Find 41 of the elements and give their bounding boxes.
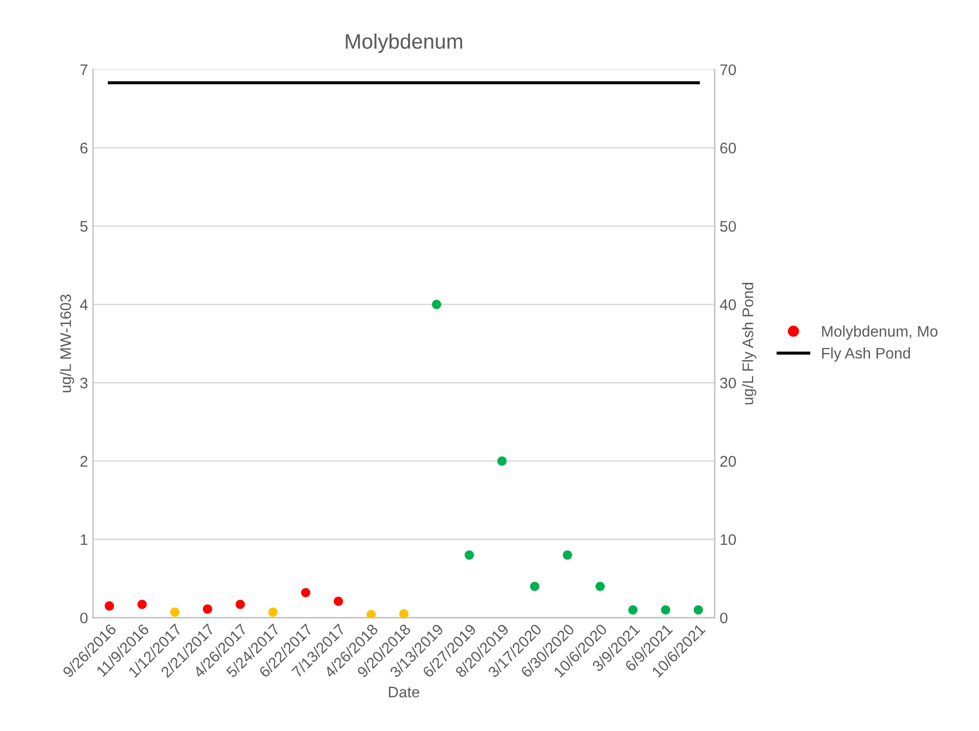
point: [170, 608, 180, 617]
point: [562, 550, 572, 560]
point: [595, 582, 605, 592]
point: [399, 609, 408, 618]
y-tick-label: 1: [80, 534, 88, 545]
y-tick-label: 3: [80, 378, 88, 388]
x-axis-title: Date: [388, 686, 420, 698]
y-tick-label: 4: [80, 299, 88, 310]
point: [301, 588, 310, 598]
point: [694, 605, 703, 615]
y2-axis-title: ug/L Fly Ash Pond: [742, 282, 756, 404]
y-tick-label: 6: [80, 142, 88, 154]
point: [432, 300, 442, 310]
point: [628, 605, 638, 615]
y2-tick-label: 30: [720, 378, 736, 388]
y2-tick-label: 50: [720, 220, 736, 232]
point: [464, 550, 474, 560]
y-tick-label: 2: [80, 456, 88, 467]
y-axis-title: ug/L MW-1603: [60, 294, 74, 392]
point: [236, 600, 245, 610]
chart-title: Molybdenum: [346, 34, 462, 53]
point: [334, 596, 344, 606]
y2-tick-label: 40: [720, 299, 736, 310]
point: [268, 608, 278, 617]
point: [366, 610, 376, 618]
y2-tick-label: 0: [720, 612, 728, 624]
y-tick-label: 5: [80, 221, 88, 232]
y2-tick-label: 60: [720, 142, 736, 154]
y2-tick-label: 70: [720, 64, 736, 76]
y-tick-label: 7: [80, 64, 88, 75]
point: [202, 604, 212, 614]
point: [530, 582, 540, 592]
legend-label: Molybdenum, Mo: [822, 326, 938, 340]
point: [660, 605, 670, 615]
point: [497, 456, 507, 466]
y2-tick-label: 20: [720, 456, 736, 467]
point: [137, 600, 147, 610]
point: [104, 601, 114, 611]
y2-tick-label: 10: [720, 534, 736, 546]
y-tick-label: 0: [80, 612, 88, 624]
legend-label: Fly Ash Pond: [822, 347, 910, 362]
